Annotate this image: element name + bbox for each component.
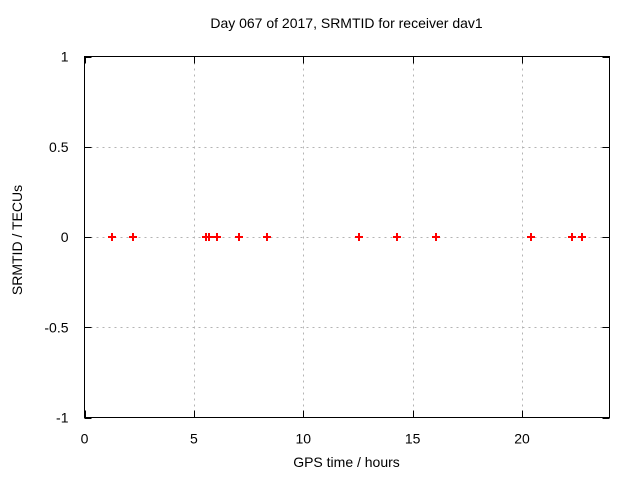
x-tick-label: 0 bbox=[81, 431, 89, 447]
y-tick-label: -1 bbox=[56, 410, 69, 426]
x-tick-label: 5 bbox=[190, 431, 198, 447]
x-tick-label: 20 bbox=[514, 431, 530, 447]
x-axis-label: GPS time / hours bbox=[293, 454, 400, 470]
chart-title: Day 067 of 2017, SRMTID for receiver dav… bbox=[210, 15, 483, 31]
x-tick-label: 15 bbox=[405, 431, 421, 447]
y-tick-label: 0 bbox=[61, 229, 69, 245]
y-tick-label: -0.5 bbox=[44, 319, 68, 335]
y-tick-label: 0.5 bbox=[49, 139, 69, 155]
y-tick-label: 1 bbox=[61, 49, 69, 65]
x-tick-label: 10 bbox=[295, 431, 311, 447]
